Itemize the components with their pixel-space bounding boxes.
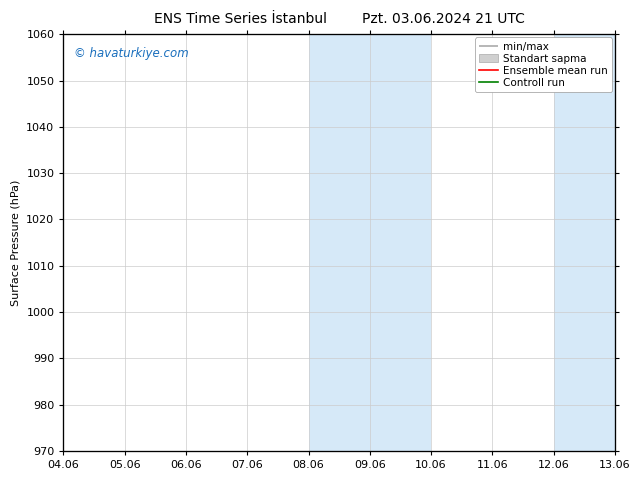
Legend: min/max, Standart sapma, Ensemble mean run, Controll run: min/max, Standart sapma, Ensemble mean r… (475, 37, 612, 92)
Text: © havaturkiye.com: © havaturkiye.com (74, 47, 189, 60)
Y-axis label: Surface Pressure (hPa): Surface Pressure (hPa) (11, 179, 21, 306)
Bar (309, 34, 431, 451)
Text: Pzt. 03.06.2024 21 UTC: Pzt. 03.06.2024 21 UTC (363, 12, 525, 26)
Bar (553, 34, 615, 451)
Text: ENS Time Series İstanbul: ENS Time Series İstanbul (155, 12, 327, 26)
